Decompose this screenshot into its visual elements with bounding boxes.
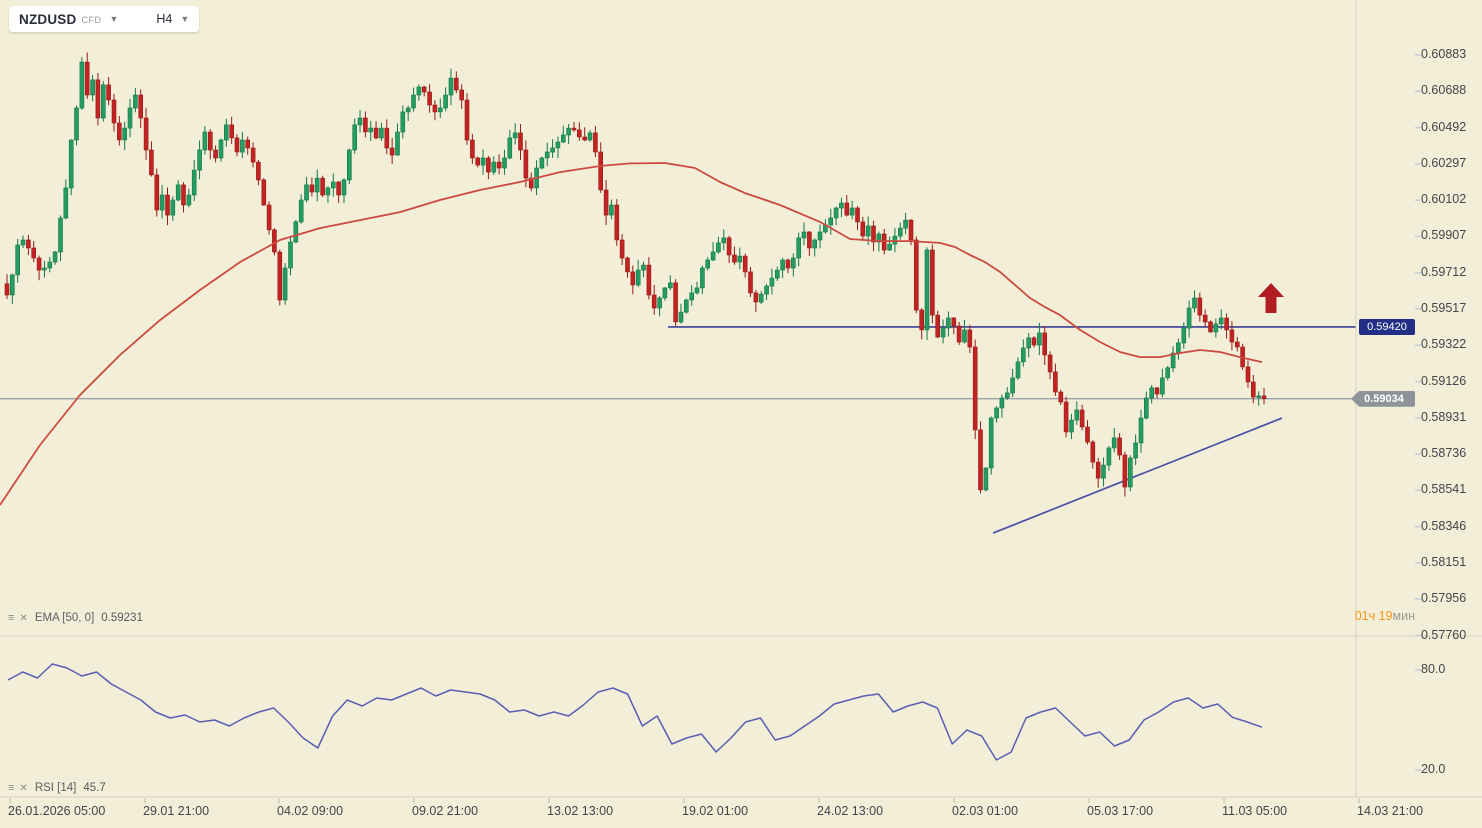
rsi-indicator-value: 45.7 [83, 782, 106, 794]
price-tick-label: 0.59712 [1421, 264, 1467, 279]
price-tick-label: 0.59322 [1421, 337, 1467, 352]
price-tick-label: 0.58931 [1421, 409, 1467, 424]
symbol-toolbar: NZDUSD CFD ▼ H4 ▼ [9, 6, 200, 32]
price-tick-label: 0.58541 [1421, 482, 1467, 497]
time-tick-label: 29.01 21:00 [143, 804, 210, 818]
market-type-label: CFD [81, 15, 102, 25]
time-tick-label: 09.02 21:00 [412, 804, 479, 818]
price-tick-label: 0.58346 [1421, 518, 1467, 533]
indicator-remove-icon[interactable]: ✕ [19, 782, 28, 794]
price-tick-label: 0.60688 [1421, 83, 1467, 98]
price-tick-label: 0.60492 [1421, 119, 1467, 134]
rsi-indicator-label: RSI [14] [34, 782, 77, 794]
up-arrow-marker [1258, 282, 1284, 313]
time-tick-label: 02.03 01:00 [952, 804, 1019, 818]
indicator-settings-icon[interactable]: ≡ [8, 782, 15, 794]
price-tick-label: 0.58151 [1421, 554, 1467, 569]
time-tick-label: 14.03 21:00 [1357, 804, 1424, 818]
price-tick-label: 0.57760 [1421, 627, 1467, 642]
price-tick-label: 0.59126 [1421, 373, 1467, 388]
price-tick-label: 0.59517 [1421, 300, 1467, 315]
bar-countdown-timer: 01ч 19мин [1355, 609, 1415, 623]
resistance-price-badge: 0.59420 [1359, 318, 1415, 335]
price-tick-label: 0.60883 [1421, 47, 1467, 62]
indicator-remove-icon[interactable]: ✕ [19, 612, 28, 624]
timeframe-label: H4 [156, 12, 173, 26]
time-tick-label: 24.02 13:00 [817, 804, 884, 818]
countdown-unit: мин [1392, 609, 1415, 623]
chevron-down-icon: ▼ [109, 14, 119, 24]
timeframe-selector[interactable]: H4 ▼ [156, 12, 189, 26]
price-tick-label: 0.57956 [1421, 591, 1467, 606]
countdown-value: 01ч 19 [1354, 609, 1393, 623]
ema-indicator-value: 0.59231 [101, 612, 143, 624]
rsi-tick-label: 20.0 [1421, 762, 1446, 776]
price-tick-label: 0.60297 [1421, 155, 1467, 170]
time-tick-label: 13.02 13:00 [547, 804, 614, 818]
ascending-trendline [992, 417, 1283, 534]
time-tick-label: 05.03 17:00 [1087, 804, 1154, 818]
rsi-indicator-row: ≡ ✕ RSI [14] 45.7 [8, 782, 106, 794]
time-tick-label: 04.02 09:00 [277, 804, 344, 818]
indicator-settings-icon[interactable]: ≡ [8, 612, 15, 624]
symbol-label: NZDUSD [19, 11, 77, 27]
price-tick-label: 0.60102 [1421, 192, 1467, 207]
ema-indicator-row: ≡ ✕ EMA [50, 0] 0.59231 [8, 612, 143, 624]
time-tick-label: 19.02 01:00 [682, 804, 749, 818]
time-tick-label: 11.03 05:00 [1222, 804, 1288, 818]
ema-line [0, 162, 1263, 506]
rsi-line [7, 663, 1263, 761]
ema-indicator-label: EMA [50, 0] [34, 612, 95, 624]
current-price-badge: 0.59034 [1351, 390, 1415, 407]
price-tick-label: 0.58736 [1421, 446, 1467, 461]
time-tick-label: 26.01.2026 05:00 [8, 804, 106, 818]
price-tick-label: 0.59907 [1421, 228, 1467, 243]
chevron-down-icon: ▼ [180, 14, 190, 24]
symbol-selector[interactable]: NZDUSD CFD ▼ [19, 12, 118, 27]
rsi-tick-label: 80.0 [1421, 662, 1446, 676]
